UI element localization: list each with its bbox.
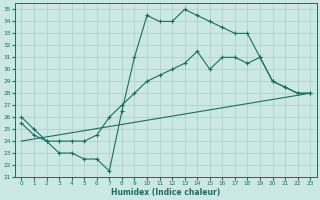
X-axis label: Humidex (Indice chaleur): Humidex (Indice chaleur) [111, 188, 220, 197]
